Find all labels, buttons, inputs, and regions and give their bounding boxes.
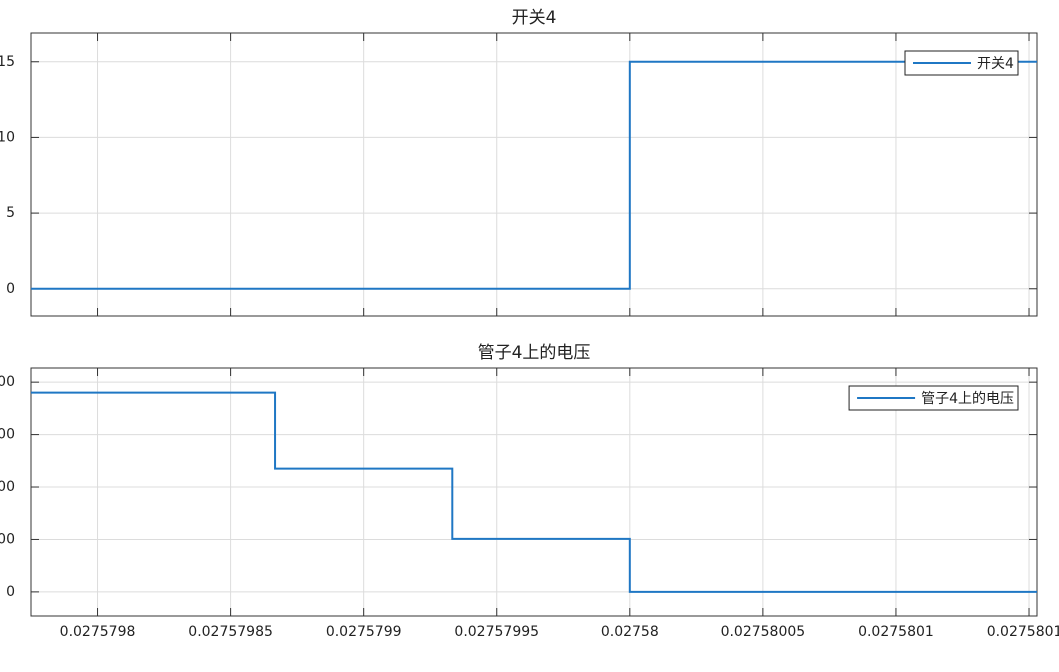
x-tick-label: 0.0275801 [858,624,934,640]
y-tick-label: 100 [0,531,15,547]
y-tick-label: 200 [0,479,15,495]
legend-label: 管子4上的电压 [921,391,1014,407]
x-tick-label: 0.02758015 [987,624,1059,640]
legend-box [848,385,1019,411]
plot-area [31,33,1037,316]
legend: 管子4上的电压 [848,385,1019,411]
legend: 开关4 [904,50,1019,76]
x-tick-label: 0.02757995 [454,624,539,640]
y-tick-label: 300 [0,427,15,443]
x-tick-label: 0.0275798 [60,624,136,640]
x-tick-label: 0.02757985 [188,624,273,640]
data-line [31,391,1037,593]
legend-label: 开关4 [977,56,1014,72]
y-tick-label: 10 [0,129,15,145]
x-tick-label: 0.0275799 [326,624,402,640]
data-line [31,60,1037,290]
chart-title: 管子4上的电压 [478,343,591,363]
y-tick-label: 0 [6,584,15,600]
y-tick-label: 15 [0,54,15,70]
x-tick-label: 0.02758005 [721,624,806,640]
plot-frame [30,32,1038,317]
chart-title: 开关4 [512,8,557,28]
x-tick-label: 0.02758 [601,624,659,640]
y-tick-label: 0 [6,281,15,297]
y-tick-label: 5 [6,205,15,221]
y-tick-label: 400 [0,374,15,390]
plot-frame [30,367,1038,617]
